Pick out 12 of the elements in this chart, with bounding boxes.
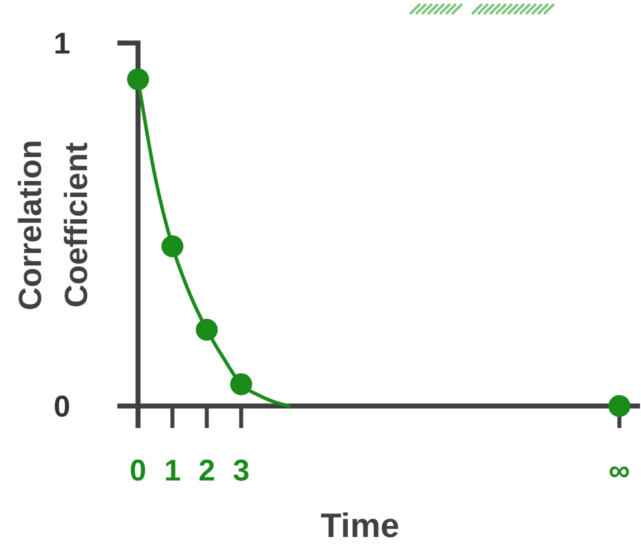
point xyxy=(196,318,218,341)
x-tick-label: 3 xyxy=(232,454,250,488)
x-tick-label: 0 xyxy=(130,454,146,488)
point xyxy=(161,235,184,258)
y-axis-title: Correlation Coefficient xyxy=(12,140,94,310)
x-tick-label: ∞ xyxy=(608,454,630,488)
point xyxy=(230,373,252,396)
x-tick-label: 2 xyxy=(198,454,216,488)
x-axis-title: Time xyxy=(320,506,400,545)
x-tick-label: 1 xyxy=(164,454,181,488)
point xyxy=(127,68,150,90)
point xyxy=(608,395,630,417)
